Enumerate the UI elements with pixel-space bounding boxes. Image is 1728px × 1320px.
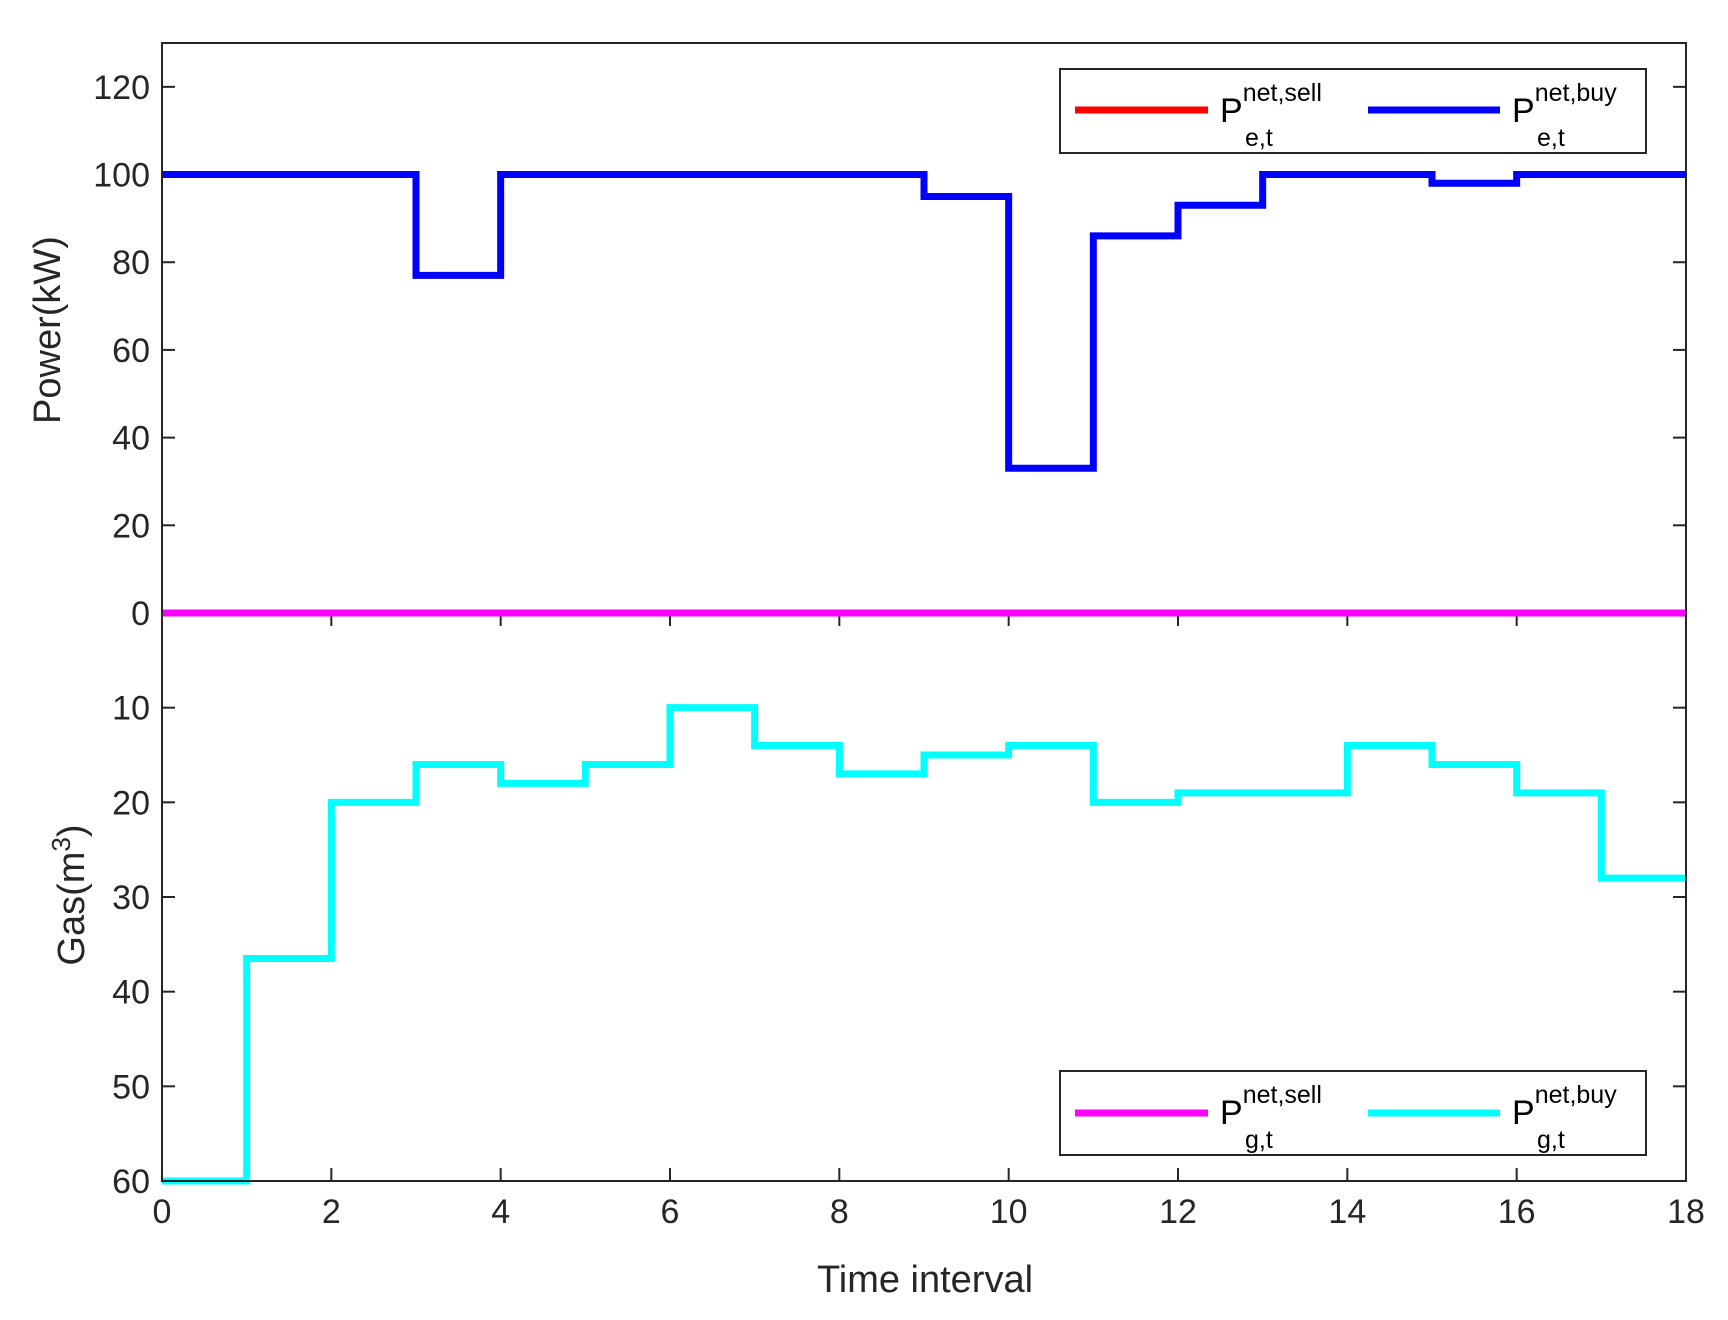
x-tick-label: 12 bbox=[1159, 1193, 1197, 1231]
x-tick-label: 14 bbox=[1328, 1193, 1366, 1231]
x-axis-title: Time interval bbox=[817, 1259, 1033, 1301]
x-tick-label: 10 bbox=[990, 1193, 1028, 1231]
power-legend: Pnet,sell e,t Pnet,buy e,t bbox=[1059, 68, 1647, 154]
gas-y-tick-label: 30 bbox=[112, 879, 150, 917]
power-y-tick-label: 40 bbox=[112, 420, 150, 458]
gas-y-tick-label: 50 bbox=[112, 1068, 150, 1106]
legend-label-g-buy: Pnet,buy g,t bbox=[1512, 1081, 1617, 1154]
gas-y-axis-title: Gas(m3) bbox=[46, 824, 93, 965]
power-y-tick-label: 20 bbox=[112, 507, 150, 545]
legend-label-e-sell: Pnet,sell e,t bbox=[1220, 79, 1322, 152]
plot-frame bbox=[161, 42, 1687, 1182]
x-tick-label: 8 bbox=[830, 1193, 849, 1231]
x-tick-label: 18 bbox=[1667, 1193, 1705, 1231]
power-y-tick-label: 60 bbox=[112, 332, 150, 370]
power-y-axis-title: Power(kW) bbox=[27, 236, 69, 424]
axes-frame bbox=[161, 42, 1687, 1182]
gas-y-tick-label: 20 bbox=[112, 784, 150, 822]
gas-y-axis-title-sup: 3 bbox=[46, 837, 76, 851]
legend-label-g-sell: Pnet,sell g,t bbox=[1220, 1081, 1322, 1154]
gas-y-tick-label: 40 bbox=[112, 974, 150, 1012]
x-tick-label: 6 bbox=[661, 1193, 680, 1231]
power-y-tick-label: 0 bbox=[131, 595, 150, 633]
x-tick-label: 16 bbox=[1498, 1193, 1536, 1231]
power-y-tick-label: 100 bbox=[93, 157, 150, 195]
gas-series-gt-buy bbox=[162, 704, 1686, 1185]
gas-y-tick-label: 60 bbox=[112, 1163, 150, 1201]
x-tick-label: 2 bbox=[322, 1193, 341, 1231]
series-layer bbox=[162, 171, 1686, 1185]
x-tick-label: 0 bbox=[153, 1193, 172, 1231]
power-y-tick-label: 120 bbox=[93, 69, 150, 107]
power-series-et-buy bbox=[162, 171, 1686, 472]
power-y-tick-label: 80 bbox=[112, 244, 150, 282]
x-tick-label: 4 bbox=[491, 1193, 510, 1231]
gas-legend: Pnet,sell g,t Pnet,buy g,t bbox=[1059, 1070, 1647, 1156]
gas-y-tick-label: 10 bbox=[112, 690, 150, 728]
tick-labels: 0 2 4 6 8 10 12 14 16 18 0 20 40 60 80 100 120 10 20 30 40 50… bbox=[93, 69, 1705, 1231]
legend-label-e-buy: Pnet,buy e,t bbox=[1512, 79, 1617, 152]
